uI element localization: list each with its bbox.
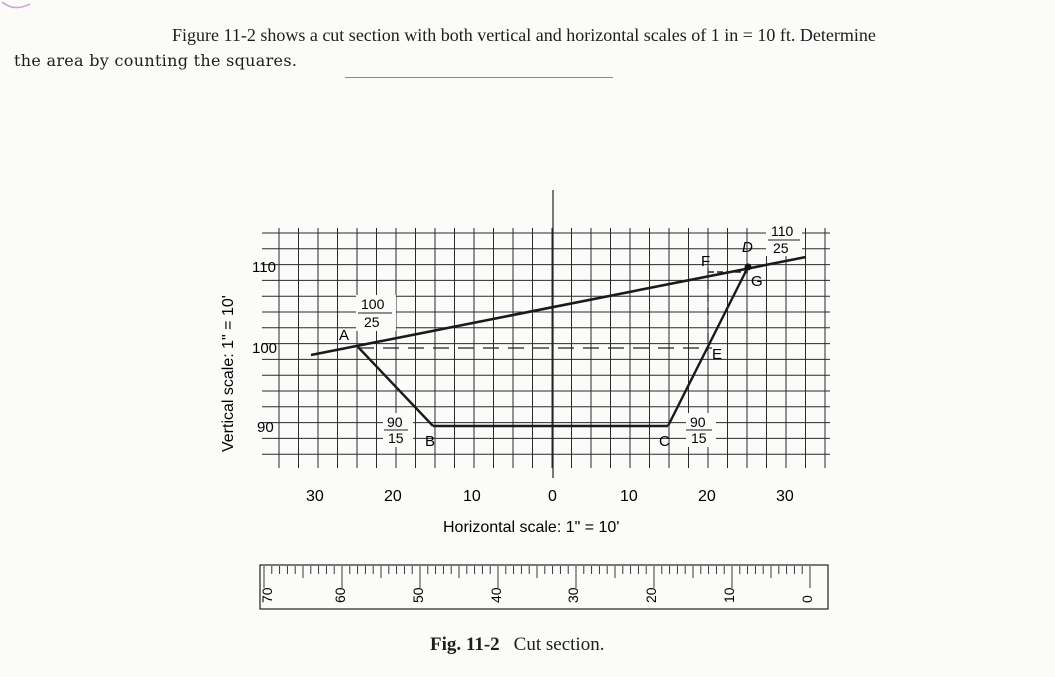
ruler-label-10: 10 bbox=[721, 587, 737, 603]
elevation-label-100: 100 bbox=[252, 340, 277, 357]
offset-label-0: 0 bbox=[548, 488, 557, 505]
ruler-label-70: 70 bbox=[259, 587, 275, 603]
figure-caption: Fig. 11-2 Cut section. bbox=[430, 634, 604, 656]
ruler-label-0: 0 bbox=[799, 595, 815, 603]
offset-labels: 30 20 10 0 10 20 30 bbox=[306, 488, 794, 505]
side-slope-c-d bbox=[666, 266, 750, 427]
vertical-scale-label: Vertical scale: 1" = 10' bbox=[220, 295, 237, 452]
caption-text: Cut section. bbox=[513, 634, 605, 655]
point-c-label: C bbox=[659, 433, 670, 450]
note-a: 100 25 bbox=[356, 295, 396, 331]
problem-statement: Figure 11-2 shows a cut section with bot… bbox=[14, 22, 1014, 74]
note-c-bottom: 15 bbox=[691, 430, 707, 446]
note-c-top: 90 bbox=[690, 414, 706, 430]
ruler-label-40: 40 bbox=[488, 587, 504, 603]
ground-line bbox=[310, 255, 807, 357]
point-f-label: F bbox=[701, 253, 710, 270]
point-a-label: A bbox=[339, 327, 349, 344]
elevation-label-90: 90 bbox=[257, 419, 274, 436]
note-b: 90 15 bbox=[383, 413, 413, 447]
caption-number: Fig. 11-2 bbox=[430, 634, 500, 655]
offset-label-20-right: 20 bbox=[698, 488, 716, 505]
ruler-label-30: 30 bbox=[565, 587, 581, 603]
offset-label-30-right: 30 bbox=[776, 488, 794, 505]
ruler-label-50: 50 bbox=[410, 587, 426, 603]
note-d-top: 110 bbox=[771, 223, 794, 239]
pen-mark bbox=[1, 1, 31, 9]
engineer-scale-ruler: 70 60 50 40 30 20 10 0 bbox=[259, 564, 829, 610]
note-d: 110 25 bbox=[766, 222, 802, 256]
note-d-bottom: 25 bbox=[773, 240, 789, 256]
note-c: 90 15 bbox=[686, 413, 716, 447]
problem-line-1: Figure 11-2 shows a cut section with bot… bbox=[172, 25, 876, 45]
point-b-label: B bbox=[425, 433, 435, 450]
side-slope-a-b bbox=[357, 346, 434, 427]
offset-label-10-left: 10 bbox=[463, 488, 481, 505]
note-b-top: 90 bbox=[387, 414, 403, 430]
ruler-label-60: 60 bbox=[332, 587, 348, 603]
note-a-bottom: 25 bbox=[364, 314, 380, 330]
elevation-label-110: 110 bbox=[252, 259, 276, 276]
divider-line bbox=[345, 77, 613, 78]
ruler-label-20: 20 bbox=[643, 587, 659, 603]
point-e-label: E bbox=[712, 346, 722, 363]
horizontal-scale-label: Horizontal scale: 1" = 10' bbox=[443, 519, 619, 536]
point-d-label: D bbox=[742, 239, 753, 256]
point-d-marker bbox=[744, 263, 752, 271]
offset-label-30-left: 30 bbox=[306, 488, 324, 505]
offset-label-20-left: 20 bbox=[384, 488, 402, 505]
problem-line-2: the area by counting the squares. bbox=[14, 51, 298, 70]
note-a-top: 100 bbox=[361, 296, 385, 312]
note-b-bottom: 15 bbox=[388, 430, 404, 446]
offset-label-10-right: 10 bbox=[620, 488, 638, 505]
point-g-label: G bbox=[751, 273, 763, 290]
